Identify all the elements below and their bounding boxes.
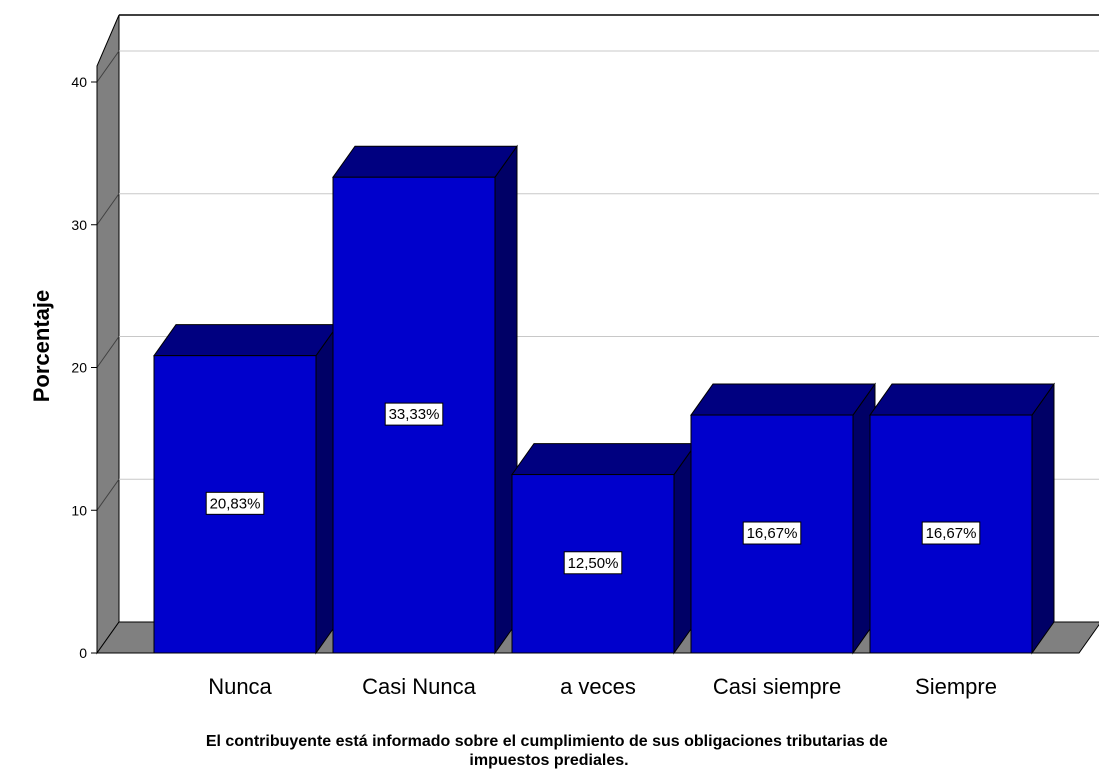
data-label: 16,67% (926, 525, 977, 542)
gridline-side (96, 478, 120, 511)
y-tick-label: 10 (71, 502, 87, 518)
x-tick-label: Nunca (208, 674, 272, 699)
gridline-side (96, 193, 120, 226)
bar-top (332, 145, 518, 178)
y-tick-label: 30 (71, 217, 87, 233)
bar-side (1031, 382, 1055, 655)
gridline-side (96, 50, 120, 83)
bar-top (869, 383, 1055, 416)
x-tick-label: Siempre (915, 674, 997, 699)
bar-top (153, 324, 339, 357)
data-label: 16,67% (747, 525, 798, 542)
y-axis-label: Porcentaje (29, 290, 54, 403)
data-label-box (384, 402, 444, 426)
x-tick-label: Casi Nunca (362, 674, 476, 699)
data-labels: 20,83% 33,33% 12,50% 16,67% 16,67% (205, 402, 981, 575)
y-tick-label: 0 (79, 645, 87, 661)
data-label: 33,33% (389, 406, 440, 423)
x-axis-label-line-2: impuestos prediales. (469, 752, 628, 769)
x-axis-label-line-1: El contribuyente está informado sobre el… (206, 733, 888, 750)
y-tick-label: 40 (71, 74, 87, 90)
data-label: 12,50% (568, 555, 619, 572)
data-label-box (742, 521, 802, 545)
x-tick-label: a veces (560, 674, 636, 699)
bar-top (511, 443, 697, 476)
data-label: 20,83% (210, 495, 261, 512)
bar-top (690, 383, 876, 416)
data-label-box (921, 521, 981, 545)
data-label-box (205, 491, 265, 515)
gridline-side (96, 336, 120, 368)
x-axis-label: El contribuyente está informado sobre el… (206, 733, 892, 769)
bars (153, 144, 1055, 655)
y-tick-label: 20 (71, 360, 87, 376)
x-tick-label: Casi siempre (713, 674, 841, 699)
data-label-box (563, 551, 623, 575)
axes: 0 10 20 30 40 Nunca Casi Nunca a veces Casi siem… (71, 72, 997, 699)
left-wall (96, 14, 120, 655)
